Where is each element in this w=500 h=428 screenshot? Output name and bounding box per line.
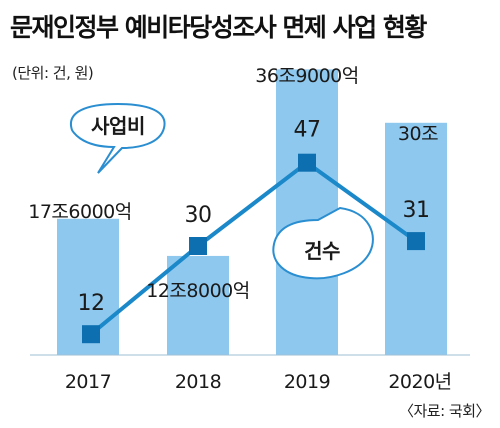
x-tick-2019: 2019 <box>284 371 330 393</box>
callout-label-count: 건수 <box>304 239 340 263</box>
unit-label: (단위: 건, 원) <box>12 64 94 82</box>
count-label-2020년: 31 <box>403 198 430 223</box>
count-line <box>89 160 418 336</box>
chart-title: 문재인정부 예비타당성조사 면제 사업 현황 <box>10 13 427 42</box>
count-marker-2020년 <box>407 232 425 251</box>
bars-layer <box>57 69 447 356</box>
count-marker-2019 <box>298 153 316 172</box>
x-tick-2017: 2017 <box>65 371 111 393</box>
labels-layer: 12 30 47 31 17조6000억 12조8000억 36조9000억 30조 <box>28 65 438 316</box>
cost-label-2017: 17조6000억 <box>28 201 132 223</box>
axis-layer: 2017 2018 2019 2020년 <box>30 354 470 393</box>
x-tick-2020년: 2020년 <box>388 371 451 393</box>
bar-2019 <box>276 69 338 356</box>
bar-2018 <box>167 255 229 355</box>
callout-bubble-count <box>272 206 374 280</box>
cost-label-2019: 36조9000억 <box>255 65 359 87</box>
cost-label-2018: 12조8000억 <box>146 280 250 302</box>
count-marker-2018 <box>189 237 207 255</box>
callout-bubble-cost <box>69 102 166 174</box>
cost-label-2020년: 30조 <box>398 123 438 145</box>
count-label-2019: 47 <box>294 118 321 143</box>
count-label-2017: 12 <box>78 291 105 316</box>
callout-label-cost: 사업비 <box>91 114 145 138</box>
line-layer <box>82 153 425 344</box>
source-note: 〈자료: 국회〉 <box>398 402 491 420</box>
x-tick-2018: 2018 <box>175 371 221 393</box>
count-label-2018: 30 <box>185 203 212 228</box>
count-marker-2017 <box>82 325 100 344</box>
